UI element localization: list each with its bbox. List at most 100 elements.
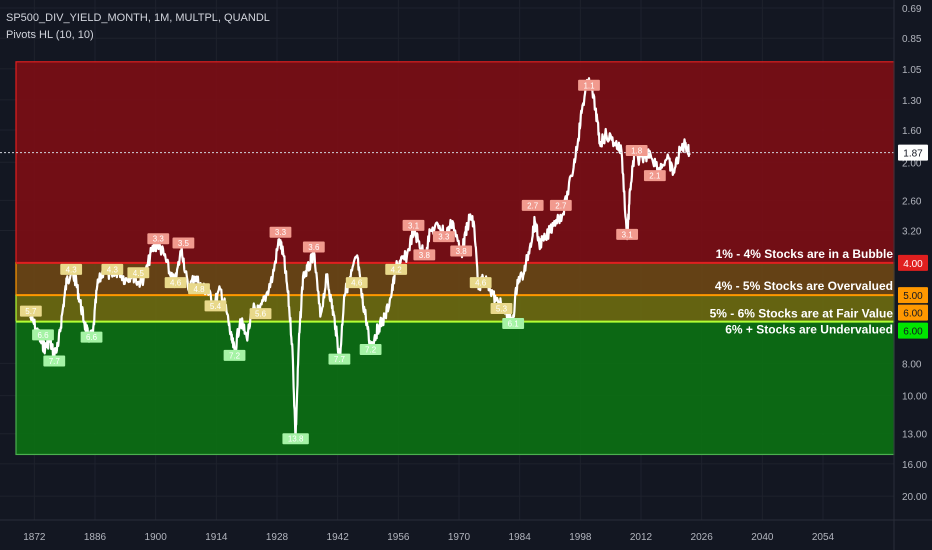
pivot-label-text: 3.6: [308, 243, 320, 252]
pivot-label-text: 7.7: [334, 355, 346, 364]
price-tick-label: 20.00: [902, 492, 927, 503]
pivot-label-text: 3.8: [456, 247, 468, 256]
pivot-label-box: [502, 318, 525, 330]
pivot-label-box: [32, 329, 54, 341]
pivot-label: 1.1: [578, 79, 600, 91]
pivot-label-box: [302, 241, 325, 253]
pivot-label-text: 7.2: [365, 346, 377, 355]
price-badge-box: [898, 254, 928, 271]
pivot-label-text: 6.6: [86, 333, 98, 342]
pivot-label-box: [282, 433, 309, 445]
price-tick-label: 16.00: [902, 460, 927, 471]
pivot-label-text: 4.5: [133, 269, 145, 278]
pivot-label: 2.7: [549, 199, 572, 211]
pivot-label: 7.2: [359, 344, 382, 356]
pivot-label: 7.2: [223, 349, 246, 361]
pivot-label-text: 4.6: [475, 279, 487, 288]
pivot-label: 6.1: [502, 318, 525, 330]
pivot-label: 4.6: [345, 277, 368, 289]
price-tick-label: 2.00: [902, 158, 922, 169]
pivot-label: 13.8: [282, 433, 309, 445]
price-badge-text: 6.00: [903, 309, 923, 320]
pivot-label: 3.3: [432, 231, 455, 243]
pivot-label-box: [469, 277, 492, 289]
pivot-label-box: [385, 263, 408, 275]
zone-label-overvalued: 4% - 5% Stocks are Overvalued: [715, 279, 893, 293]
pivot-label-box: [19, 305, 42, 317]
pivot-label: 4.3: [101, 263, 124, 275]
pivot-label: 4.2: [385, 263, 408, 275]
time-axis[interactable]: 1872 1886 1900 1914 1928 1942 1956 1970 1984 1998…: [23, 532, 834, 543]
pivot-label: 3.5: [172, 237, 195, 249]
pivot-labels-layer: 5.7 6.6 7.7 4.3 6.6 4.3 4.5 3.3 4.6 3.5 4.8 5.4 7.2 5…: [19, 79, 666, 445]
price-tick-label: 0.85: [902, 34, 922, 45]
pivot-label-text: 5.3: [496, 304, 508, 313]
pivot-label-text: 4.6: [351, 279, 363, 288]
symbol-legend[interactable]: SP500_DIV_YIELD_MONTH, 1M, MULTPL, QUAND…: [6, 12, 270, 24]
price-tick-label: 1.05: [902, 65, 922, 76]
pivot-label-text: 5.6: [255, 310, 267, 319]
pivot-label-box: [521, 199, 544, 211]
time-tick-label: 1900: [145, 532, 168, 543]
indicator-legend[interactable]: Pivots HL (10, 10): [6, 29, 94, 41]
price-badge: 6.00: [898, 322, 928, 339]
zone-label-fair: 5% - 6% Stocks are at Fair Value: [710, 307, 894, 321]
pivot-label: 4.3: [60, 263, 83, 275]
pivot-label-text: 3.3: [438, 233, 450, 242]
pivot-label-box: [490, 302, 513, 314]
pivot-label: 5.4: [204, 300, 227, 312]
pivot-label-box: [402, 219, 425, 231]
pivot-label-box: [204, 300, 227, 312]
price-tick-label: 1.60: [902, 126, 922, 137]
current-value-box: [898, 144, 928, 161]
pivot-label-box: [643, 170, 666, 182]
price-tick-label: 8.00: [902, 359, 922, 370]
time-tick-label: 2054: [812, 532, 835, 543]
pivot-label-box: [223, 349, 246, 361]
pivot-label: 3.1: [616, 228, 639, 240]
pivot-label-text: 2.7: [527, 201, 539, 210]
pivot-label-box: [269, 226, 292, 238]
time-tick-label: 1872: [23, 532, 46, 543]
pivot-label-box: [127, 267, 150, 279]
pivot-label-text: 3.8: [419, 251, 431, 260]
time-tick-label: 1914: [205, 532, 228, 543]
zone-fair: [15, 294, 895, 323]
pivot-label: 7.7: [43, 355, 66, 367]
pivot-label-box: [578, 79, 600, 91]
pivot-label: 6.6: [80, 331, 103, 343]
time-tick-label: 1928: [266, 532, 289, 543]
price-axis[interactable]: 0.69 0.85 1.05 1.30 1.60 2.00 2.60 3.20 8.00 10.0…: [898, 4, 928, 503]
pivot-label-box: [164, 277, 187, 289]
zone-labels-layer: 1% - 4% Stocks are in a Bubble 4% - 5% St…: [710, 247, 894, 337]
pivot-label: 4.6: [469, 277, 492, 289]
pivot-label: 5.7: [19, 305, 42, 317]
pivot-label: 4.5: [127, 267, 150, 279]
pivot-label-text: 4.3: [107, 265, 119, 274]
zone-layer: [15, 61, 895, 456]
pivot-label-box: [345, 277, 368, 289]
pivot-label-box: [549, 199, 572, 211]
price-badge-text: 6.00: [903, 327, 923, 338]
pivot-label-box: [616, 228, 639, 240]
price-badge: 4.00: [898, 254, 928, 271]
pivot-label-box: [359, 344, 382, 356]
pivot-label-text: 6.1: [508, 320, 520, 329]
pivot-label: 3.3: [269, 226, 292, 238]
pivot-label-text: 3.3: [153, 235, 165, 244]
price-badge-text: 5.00: [903, 291, 923, 302]
pivot-label-box: [328, 353, 351, 365]
price-badge-box: [898, 322, 928, 339]
pivot-label-box: [188, 283, 210, 295]
pivot-label-text: 7.7: [49, 357, 61, 366]
price-tick-label: 2.60: [902, 196, 922, 207]
pivot-label-text: 1.1: [583, 81, 595, 90]
pivot-label-text: 3.1: [622, 230, 634, 239]
pivot-label-text: 3.1: [408, 221, 420, 230]
pivot-label-box: [413, 249, 436, 261]
time-tick-label: 1970: [448, 532, 471, 543]
pivot-label-text: 2.1: [649, 172, 661, 181]
pivot-label-text: 5.7: [25, 307, 37, 316]
price-tick-label: 10.00: [902, 392, 927, 403]
